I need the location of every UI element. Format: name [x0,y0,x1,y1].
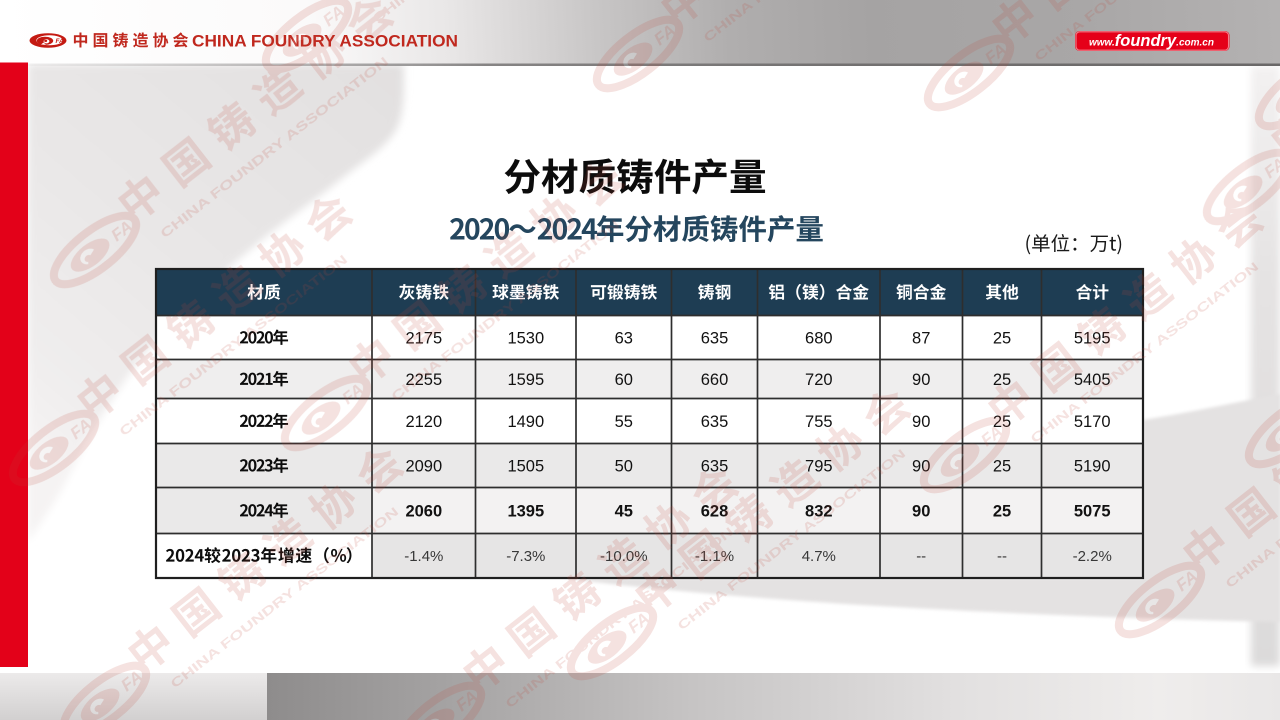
svg-text:55: 55 [615,413,633,431]
svg-text:795: 795 [805,457,833,475]
svg-text:--: -- [997,548,1007,565]
svg-text:1530: 1530 [507,329,544,347]
svg-text:4.7%: 4.7% [802,548,836,565]
svg-text:63: 63 [615,329,633,347]
svg-text:2060: 2060 [405,502,442,520]
svg-text:25: 25 [993,329,1011,347]
svg-text:60: 60 [615,371,633,389]
svg-text:680: 680 [805,329,833,347]
svg-text:50: 50 [615,457,633,475]
svg-text:2090: 2090 [405,457,442,475]
svg-text:87: 87 [912,329,930,347]
svg-text:660: 660 [701,371,729,389]
svg-text:90: 90 [912,413,930,431]
svg-text:90: 90 [912,502,930,520]
svg-text:5190: 5190 [1074,457,1111,475]
svg-text:720: 720 [805,371,833,389]
svg-text:45: 45 [615,502,633,520]
svg-text:-7.3%: -7.3% [506,548,545,565]
svg-text:FA: FA [56,38,65,45]
svg-text:25: 25 [993,502,1011,520]
svg-text:1595: 1595 [507,371,544,389]
svg-text:5170: 5170 [1074,413,1111,431]
svg-text:1505: 1505 [507,457,544,475]
svg-text:1490: 1490 [507,413,544,431]
svg-text:90: 90 [912,371,930,389]
svg-text:--: -- [916,548,926,565]
svg-text:635: 635 [701,457,729,475]
svg-text:5075: 5075 [1074,502,1111,520]
svg-text:755: 755 [805,413,833,431]
svg-text:-2.2%: -2.2% [1073,548,1112,565]
svg-text:635: 635 [701,413,729,431]
svg-text:-1.4%: -1.4% [404,548,443,565]
svg-text:2120: 2120 [405,413,442,431]
svg-text:1395: 1395 [507,502,544,520]
svg-text:25: 25 [993,457,1011,475]
svg-text:25: 25 [993,371,1011,389]
svg-text:635: 635 [701,329,729,347]
